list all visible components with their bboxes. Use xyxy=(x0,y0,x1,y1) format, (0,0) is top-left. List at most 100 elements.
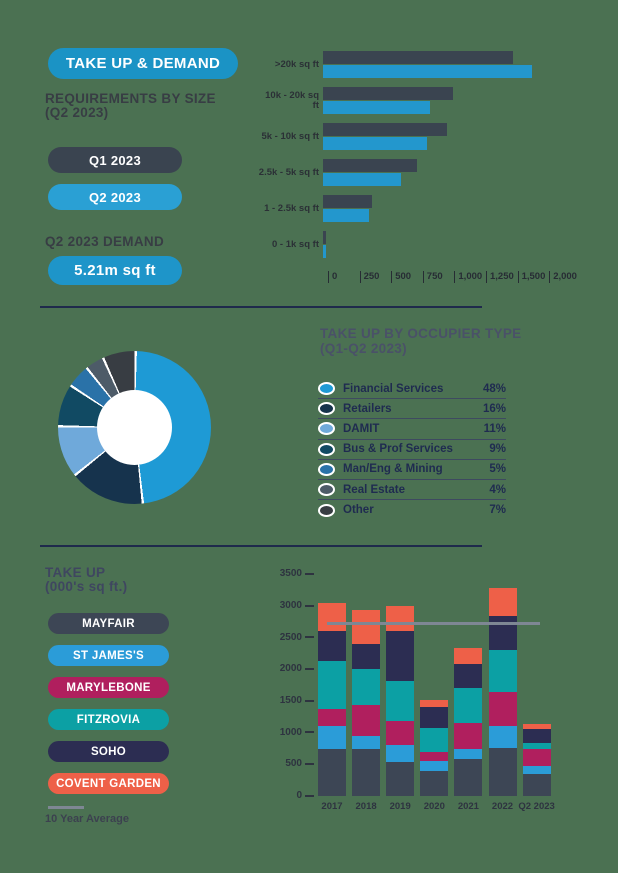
occupier-legend-row: Bus & Prof Services 9% xyxy=(318,440,506,460)
bar-segment-marylebone xyxy=(318,708,346,727)
legend-pill-q1-label: Q1 2023 xyxy=(89,152,141,168)
legend-dot xyxy=(318,483,335,497)
legend-value: 48% xyxy=(482,382,506,395)
y-tick-dash xyxy=(305,636,314,639)
y-tick: 1500 xyxy=(278,695,314,706)
bar-segment-st-james-s xyxy=(352,735,381,749)
bar-segment-st-james-s xyxy=(454,748,483,760)
bar-segment-soho xyxy=(352,644,381,670)
bar-segment-mayfair xyxy=(386,761,415,796)
legend-value: 9% xyxy=(489,443,506,456)
y-tick-label: 500 xyxy=(285,758,302,770)
district-legend: MAYFAIR ST JAMES'S MARYLEBONE FITZROVIA SOHO… xyxy=(48,613,169,805)
size-category-label: 0 - 1k sq ft xyxy=(272,238,319,250)
bar-segment-fitzrovia xyxy=(352,669,381,706)
legend-pill-q2-label: Q2 2023 xyxy=(89,189,141,205)
bar-segment-mayfair xyxy=(318,749,346,796)
y-tick-dash xyxy=(305,604,314,607)
y-tick: 2500 xyxy=(278,632,314,643)
y-tick-dash xyxy=(305,699,314,702)
q2-bar xyxy=(323,209,369,222)
q2-bar xyxy=(323,101,430,114)
legend-value: 4% xyxy=(489,483,506,496)
bar-segment-st-james-s xyxy=(318,726,346,750)
legend-label: Bus & Prof Services xyxy=(343,443,453,456)
size-bars xyxy=(323,122,608,151)
bar-segment-fitzrovia xyxy=(488,649,517,693)
occupier-title-line2: (Q1-Q2 2023) xyxy=(320,341,407,356)
year-label: 2022 xyxy=(491,801,514,812)
legend-value: 7% xyxy=(489,504,506,517)
demand-value-pill: 5.21m sq ft xyxy=(48,256,182,285)
average-line xyxy=(327,622,540,626)
q1-bar xyxy=(323,195,373,208)
takeup-heading-line2: (000's sq ft.) xyxy=(45,579,128,594)
bar-segment-covent-garden xyxy=(420,699,449,708)
q1-bar xyxy=(323,123,447,136)
bar-segment-marylebone xyxy=(420,751,449,762)
legend-dot xyxy=(318,442,335,456)
size-bars xyxy=(323,230,608,259)
legend-pill-q1-2023: Q1 2023 xyxy=(48,147,182,173)
q1-bar xyxy=(323,159,417,172)
y-tick-dash xyxy=(305,794,314,797)
y-tick: 0 xyxy=(278,790,314,801)
legend-dot xyxy=(318,462,335,476)
bar-segment-covent-garden xyxy=(352,609,381,645)
legend-dot xyxy=(318,402,335,416)
legend-pill-q2-2023: Q2 2023 xyxy=(48,184,182,210)
bar-segment-marylebone xyxy=(352,705,381,736)
district-pill-st-james-s: ST JAMES'S xyxy=(48,645,169,666)
y-tick: 1000 xyxy=(278,727,314,738)
occupier-chart-title: TAKE UP BY OCCUPIER TYPE (Q1-Q2 2023) xyxy=(320,326,522,356)
bar-segment-fitzrovia xyxy=(318,660,346,709)
legend-dot xyxy=(318,382,335,396)
section-divider xyxy=(40,545,482,547)
size-bars xyxy=(323,194,608,223)
x-tick: 2,000 xyxy=(549,271,577,283)
x-tick: 0 xyxy=(328,271,337,283)
x-tick: 1,500 xyxy=(517,271,545,283)
occupier-legend-row: Real Estate 4% xyxy=(318,480,506,501)
bar-segment-soho xyxy=(522,728,551,744)
district-pill-soho: SOHO xyxy=(48,741,169,762)
year-label: 2019 xyxy=(389,801,411,812)
takeup-heading-line1: TAKE UP xyxy=(45,565,106,580)
bar-segment-covent-garden xyxy=(318,602,346,632)
occupier-title-line1: TAKE UP BY OCCUPIER TYPE xyxy=(320,326,522,341)
occupier-legend-row: Retailers 16% xyxy=(318,399,506,420)
bar-segment-soho xyxy=(420,707,449,728)
y-tick-label: 3500 xyxy=(279,568,302,580)
q1-bar xyxy=(323,51,513,64)
size-group: 1 - 2.5k sq ft xyxy=(258,194,608,223)
district-pill-covent-garden: COVENT GARDEN xyxy=(48,773,169,794)
demand-heading-label: Q2 2023 DEMAND xyxy=(45,234,164,249)
bar-segment-marylebone xyxy=(522,749,551,767)
district-pill-mayfair: MAYFAIR xyxy=(48,613,169,634)
bar-segment-st-james-s xyxy=(522,766,551,774)
district-pill-marylebone: MARYLEBONE xyxy=(48,677,169,698)
requirements-x-axis: 0 250 500 750 1,000 1,250 1,500 2,000 xyxy=(258,271,608,285)
y-tick-label: 0 xyxy=(296,790,302,801)
requirements-bar-groups: >20k sq ft 10k - 20k sq ft 5k - 10k sq ft 2… xyxy=(258,50,608,259)
year-label: 2017 xyxy=(321,801,343,812)
bar-segment-mayfair xyxy=(488,747,517,796)
bar-segment-mayfair xyxy=(352,748,381,796)
requirements-heading: REQUIREMENTS BY SIZE (Q2 2023) xyxy=(45,92,216,120)
bar-segment-covent-garden xyxy=(454,647,483,664)
bar-segment-soho xyxy=(386,631,415,682)
bar-segment-marylebone xyxy=(454,722,483,749)
bar-segment-marylebone xyxy=(488,692,517,726)
demand-heading: Q2 2023 DEMAND xyxy=(45,235,164,249)
year-label: 2020 xyxy=(423,801,445,812)
size-group: 2.5k - 5k sq ft xyxy=(258,158,608,187)
bar-segment-mayfair xyxy=(522,773,551,796)
demand-value-label: 5.21m sq ft xyxy=(74,262,156,279)
legend-value: 11% xyxy=(483,422,506,435)
y-tick: 500 xyxy=(278,758,314,769)
size-bars xyxy=(323,50,608,79)
requirements-by-size-chart: >20k sq ft 10k - 20k sq ft 5k - 10k sq ft 2… xyxy=(258,50,608,295)
y-tick-label: 1500 xyxy=(279,695,302,707)
y-tick: 2000 xyxy=(278,663,314,674)
x-tick: 500 xyxy=(391,271,411,283)
